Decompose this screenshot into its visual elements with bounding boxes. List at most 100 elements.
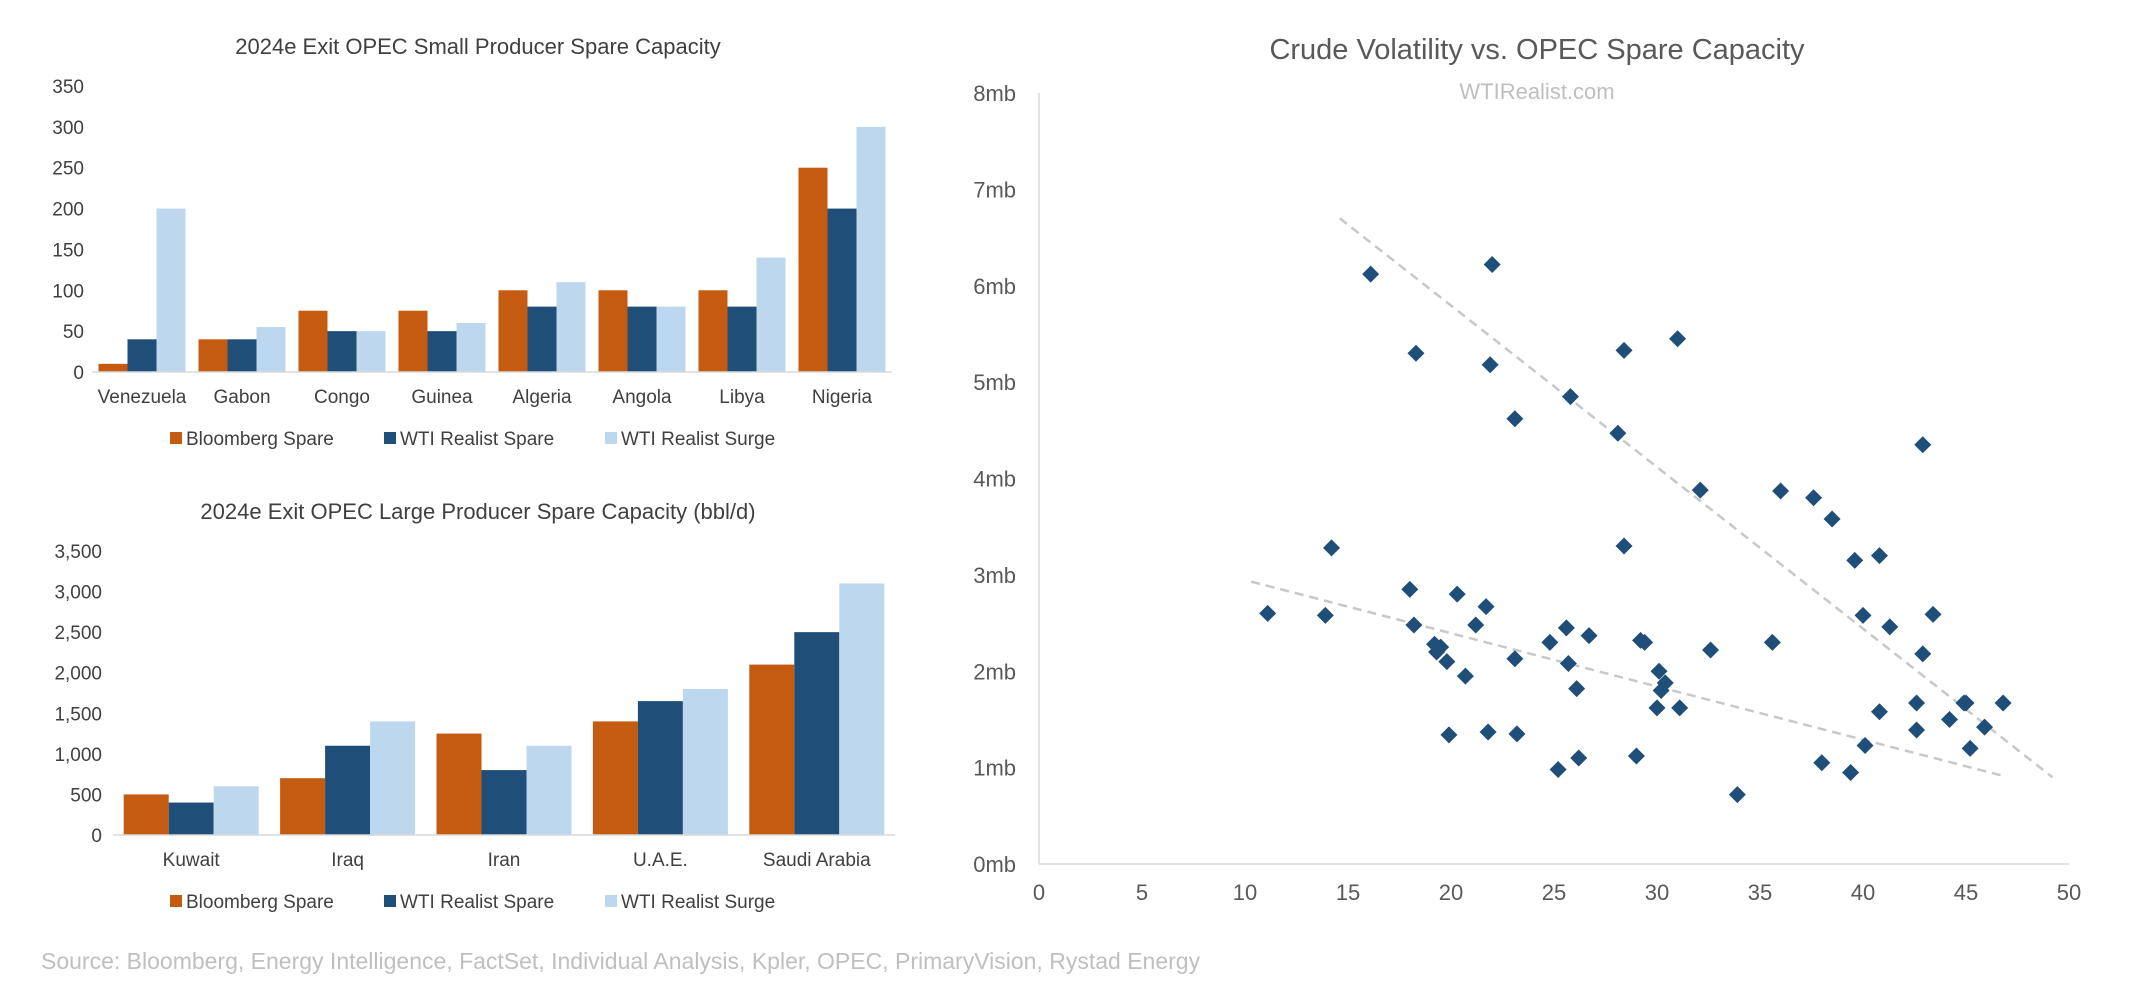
- scatter-point: [1813, 754, 1831, 772]
- bar-bloomberg-spare-nigeria: [798, 167, 828, 372]
- scatter-point: [1924, 605, 1942, 623]
- legend-swatch-wti-realist-spare: [384, 432, 396, 444]
- bar-bloomberg-spare-iraq: [280, 778, 326, 835]
- y-tick-label: 2,000: [54, 664, 102, 685]
- scatter-point: [1976, 718, 1994, 736]
- scatter-point: [1440, 726, 1458, 744]
- y-tick-label: 250: [52, 159, 84, 180]
- scatter-chart-title: Crude Volatility vs. OPEC Spare Capacity: [1269, 34, 1805, 66]
- scatter-x-tick-label: 25: [1542, 880, 1566, 905]
- category-label-congo: Congo: [314, 387, 370, 408]
- scatter-point: [1908, 694, 1926, 712]
- scatter-point: [1407, 344, 1425, 362]
- bar-wti-realist-surge-guinea: [456, 322, 486, 372]
- scatter-y-tick-label: 0mb: [973, 852, 1016, 877]
- scatter-point: [1994, 694, 2012, 712]
- legend-label-wti-realist-spare: WTI Realist Spare: [400, 892, 554, 913]
- scatter-point: [1627, 747, 1645, 765]
- scatter-point: [1559, 655, 1577, 673]
- scatter-point: [1870, 703, 1888, 721]
- bar-wti-realist-spare-congo: [327, 331, 357, 372]
- y-tick-label: 3,500: [54, 542, 102, 563]
- scatter-x-tick-label: 20: [1439, 880, 1463, 905]
- scatter-x-tick-label: 45: [1954, 880, 1978, 905]
- large-chart-x-axis: Kuwait Iraq Iran U.A.E. Saudi Arabia: [163, 850, 871, 871]
- category-label-gabon: Gabon: [213, 387, 270, 408]
- scatter-point: [1656, 674, 1674, 692]
- legend-swatch-wti-realist-surge: [605, 432, 617, 444]
- scatter-point: [1568, 680, 1586, 698]
- scatter-point: [1259, 604, 1277, 622]
- scatter-point: [1506, 410, 1524, 428]
- bar-bloomberg-spare-angola: [598, 290, 628, 372]
- bar-bloomberg-spare-gabon: [198, 339, 228, 372]
- scatter-point: [1432, 638, 1450, 656]
- scatter-point: [1957, 694, 1975, 712]
- scatter-point: [1669, 330, 1687, 348]
- scatter-y-tick-label: 5mb: [973, 370, 1016, 395]
- bar-bloomberg-spare-congo: [298, 310, 328, 372]
- scatter-point: [1881, 618, 1899, 636]
- scatter-point: [1541, 633, 1559, 651]
- scatter-point: [1483, 256, 1501, 274]
- scatter-y-tick-label: 4mb: [973, 467, 1016, 492]
- y-tick-label: 350: [52, 77, 84, 98]
- bar-bloomberg-spare-u-a-e: [592, 721, 638, 835]
- large-chart-y-axis: 0 500 1,000 1,500 2,000 2,500 3,000 3,500: [54, 542, 102, 847]
- scatter-point: [1856, 736, 1874, 754]
- scatter-point: [1650, 662, 1668, 680]
- legend-label-wti-realist-spare: WTI Realist Spare: [400, 429, 554, 450]
- category-label-iraq: Iraq: [331, 850, 364, 871]
- scatter-point: [1506, 650, 1524, 668]
- bar-wti-realist-spare-gabon: [227, 339, 257, 372]
- scatter-point: [1671, 699, 1689, 717]
- legend-swatch-wti-realist-surge: [605, 895, 617, 907]
- category-label-nigeria: Nigeria: [812, 387, 873, 408]
- bar-wti-realist-spare-saudi-arabia: [794, 632, 840, 835]
- category-label-saudi-arabia: Saudi Arabia: [763, 850, 871, 871]
- small-chart-y-axis: 0 50 100 150 200 250 300 350: [52, 77, 84, 384]
- scatter-point: [1401, 580, 1419, 598]
- bar-wti-realist-surge-nigeria: [856, 126, 886, 372]
- y-tick-label: 1,000: [54, 745, 102, 766]
- scatter-point: [1805, 489, 1823, 507]
- bar-wti-realist-spare-guinea: [427, 331, 457, 372]
- trendline-1: [1338, 217, 2054, 779]
- bar-bloomberg-spare-saudi-arabia: [749, 664, 795, 835]
- scatter-y-tick-label: 3mb: [973, 563, 1016, 588]
- category-label-venezuela: Venezuela: [98, 387, 187, 408]
- category-label-guinea: Guinea: [411, 387, 473, 408]
- scatter-point: [1557, 619, 1575, 637]
- bar-wti-realist-spare-iran: [481, 770, 527, 835]
- y-tick-label: 150: [52, 240, 84, 261]
- scatter-point: [1405, 616, 1423, 634]
- bar-wti-realist-spare-venezuela: [127, 339, 157, 372]
- category-label-kuwait: Kuwait: [163, 850, 221, 871]
- scatter-trendlines: [1250, 217, 2054, 779]
- scatter-point: [1456, 667, 1474, 685]
- legend-swatch-bloomberg-spare: [170, 432, 182, 444]
- scatter-x-tick-label: 30: [1645, 880, 1669, 905]
- scatter-x-tick-label: 40: [1851, 880, 1875, 905]
- scatter-point: [1477, 598, 1495, 616]
- scatter-point: [1854, 606, 1872, 624]
- scatter-point: [1549, 761, 1567, 779]
- scatter-point: [1763, 633, 1781, 651]
- large-chart-legend: Bloomberg Spare WTI Realist Spare WTI Real…: [170, 892, 775, 913]
- bar-wti-realist-spare-kuwait: [168, 802, 214, 835]
- bar-wti-realist-spare-libya: [727, 306, 757, 372]
- scatter-point: [1961, 739, 1979, 757]
- scatter-point: [1914, 436, 1932, 454]
- scatter-y-tick-label: 7mb: [973, 177, 1016, 202]
- scatter-point: [1908, 721, 1926, 739]
- trendline-2: [1250, 580, 2002, 777]
- scatter-point: [1823, 510, 1841, 528]
- y-tick-label: 50: [63, 322, 84, 343]
- scatter-y-tick-label: 2mb: [973, 659, 1016, 684]
- scatter-point: [1702, 641, 1720, 659]
- scatter-x-tick-label: 15: [1336, 880, 1360, 905]
- scatter-point: [1615, 341, 1633, 359]
- y-tick-label: 0: [91, 826, 102, 847]
- scatter-point: [1941, 710, 1959, 728]
- scatter-point: [1561, 388, 1579, 406]
